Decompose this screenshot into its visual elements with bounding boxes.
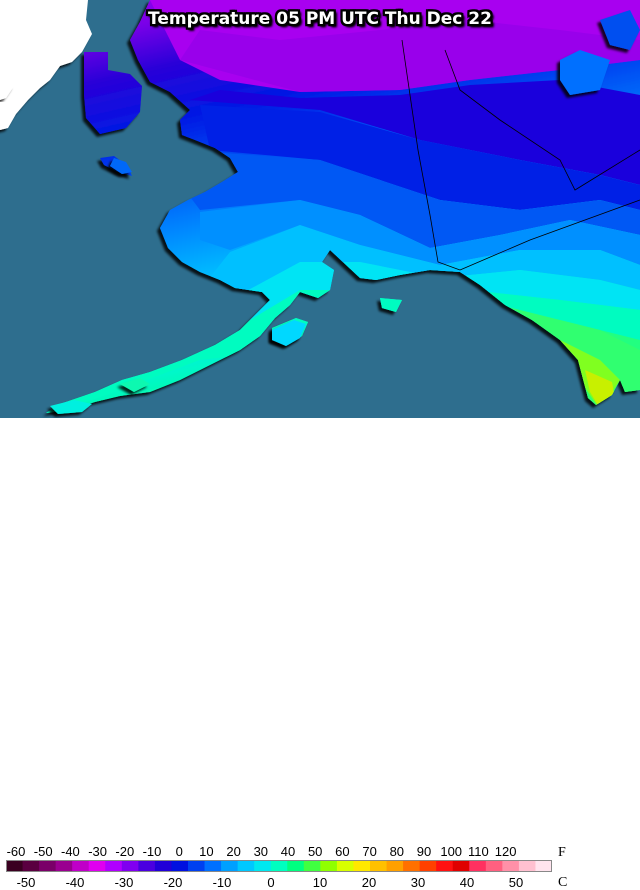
fahrenheit-tick-label: 110 (468, 844, 489, 859)
color-step (535, 860, 552, 872)
celsius-tick-label: 30 (410, 875, 426, 890)
fahrenheit-tick-label: -10 (142, 844, 162, 859)
fahrenheit-tick-label: 70 (362, 844, 377, 859)
yukon-nwt-border (444, 49, 640, 191)
fahrenheit-tick-label: -40 (60, 844, 80, 859)
color-step (518, 860, 537, 872)
celsius-tick-label: -20 (163, 875, 183, 890)
color-step (154, 860, 173, 872)
celsius-tick-label: -40 (65, 875, 85, 890)
celsius-tick-label: 50 (508, 875, 524, 890)
color-scale-bar (6, 860, 552, 872)
fahrenheit-tick-label: -60 (6, 844, 26, 859)
color-step (403, 860, 421, 872)
celsius-tick-label: 0 (267, 875, 275, 890)
fahrenheit-tick-label: 40 (280, 844, 296, 859)
celsius-tick-label: 40 (459, 875, 475, 890)
color-step (287, 860, 305, 872)
color-step (370, 860, 388, 872)
temperature-legend: -60 -50 -40 -30 -20 -10 0 10 20 30 40 50 60 70 80 90 100… (0, 418, 640, 890)
color-step (254, 860, 272, 872)
color-step (72, 860, 90, 872)
celsius-tick-label: 10 (312, 875, 328, 890)
color-step (386, 860, 404, 872)
chukotka-coast (0, 66, 14, 100)
alaska-canada-border (401, 39, 461, 271)
fahrenheit-tick-label: 50 (307, 844, 323, 859)
map-title: Temperature 05 PM UTC Thu Dec 22 (148, 9, 492, 29)
color-step (485, 860, 503, 872)
color-step (105, 860, 123, 872)
fahrenheit-tick-label: -30 (88, 844, 107, 859)
bc-yukon-border (459, 199, 640, 271)
color-step (88, 860, 106, 872)
fahrenheit-tick-label: 120 (494, 844, 517, 859)
islands (50, 10, 640, 414)
fahrenheit-tick-label: 0 (175, 844, 183, 859)
color-step (121, 860, 139, 872)
celsius-tick-label: -10 (212, 875, 232, 890)
temperature-map: Temperature 05 PM UTC Thu Dec 22 (0, 0, 640, 418)
fahrenheit-unit: F (558, 845, 566, 860)
fahrenheit-tick-label: -50 (33, 844, 53, 859)
color-step (39, 860, 57, 872)
color-step (469, 860, 487, 872)
fahrenheit-tick-label: 20 (226, 844, 241, 859)
color-step (237, 860, 255, 872)
color-step (303, 860, 321, 872)
color-step (452, 860, 470, 872)
color-step (171, 860, 189, 872)
fahrenheit-tick-label: 60 (335, 844, 350, 859)
celsius-tick-label: -50 (16, 875, 36, 890)
fahrenheit-tick-label: -20 (115, 844, 135, 859)
color-step (502, 860, 520, 872)
fahrenheit-tick-label: 90 (416, 844, 432, 859)
fahrenheit-tick-label: 80 (389, 844, 405, 859)
siberia-landmass (0, 0, 92, 130)
celsius-tick-label: -30 (114, 875, 134, 890)
color-step (138, 860, 156, 872)
color-step (419, 860, 437, 872)
celsius-tick-label: 20 (361, 875, 377, 890)
color-step (6, 860, 24, 872)
color-step (320, 860, 338, 872)
color-step (436, 860, 454, 872)
color-step (336, 860, 355, 872)
color-step (270, 860, 288, 872)
fahrenheit-tick-label: 100 (440, 844, 463, 859)
celsius-unit: C (558, 875, 568, 890)
borders (401, 39, 640, 271)
color-step (55, 860, 73, 872)
color-step (22, 860, 40, 872)
color-step (204, 860, 222, 872)
color-step (353, 860, 371, 872)
color-step (188, 860, 206, 872)
fahrenheit-tick-label: 30 (253, 844, 269, 859)
fahrenheit-tick-label: 10 (199, 844, 214, 859)
color-step (221, 860, 239, 872)
